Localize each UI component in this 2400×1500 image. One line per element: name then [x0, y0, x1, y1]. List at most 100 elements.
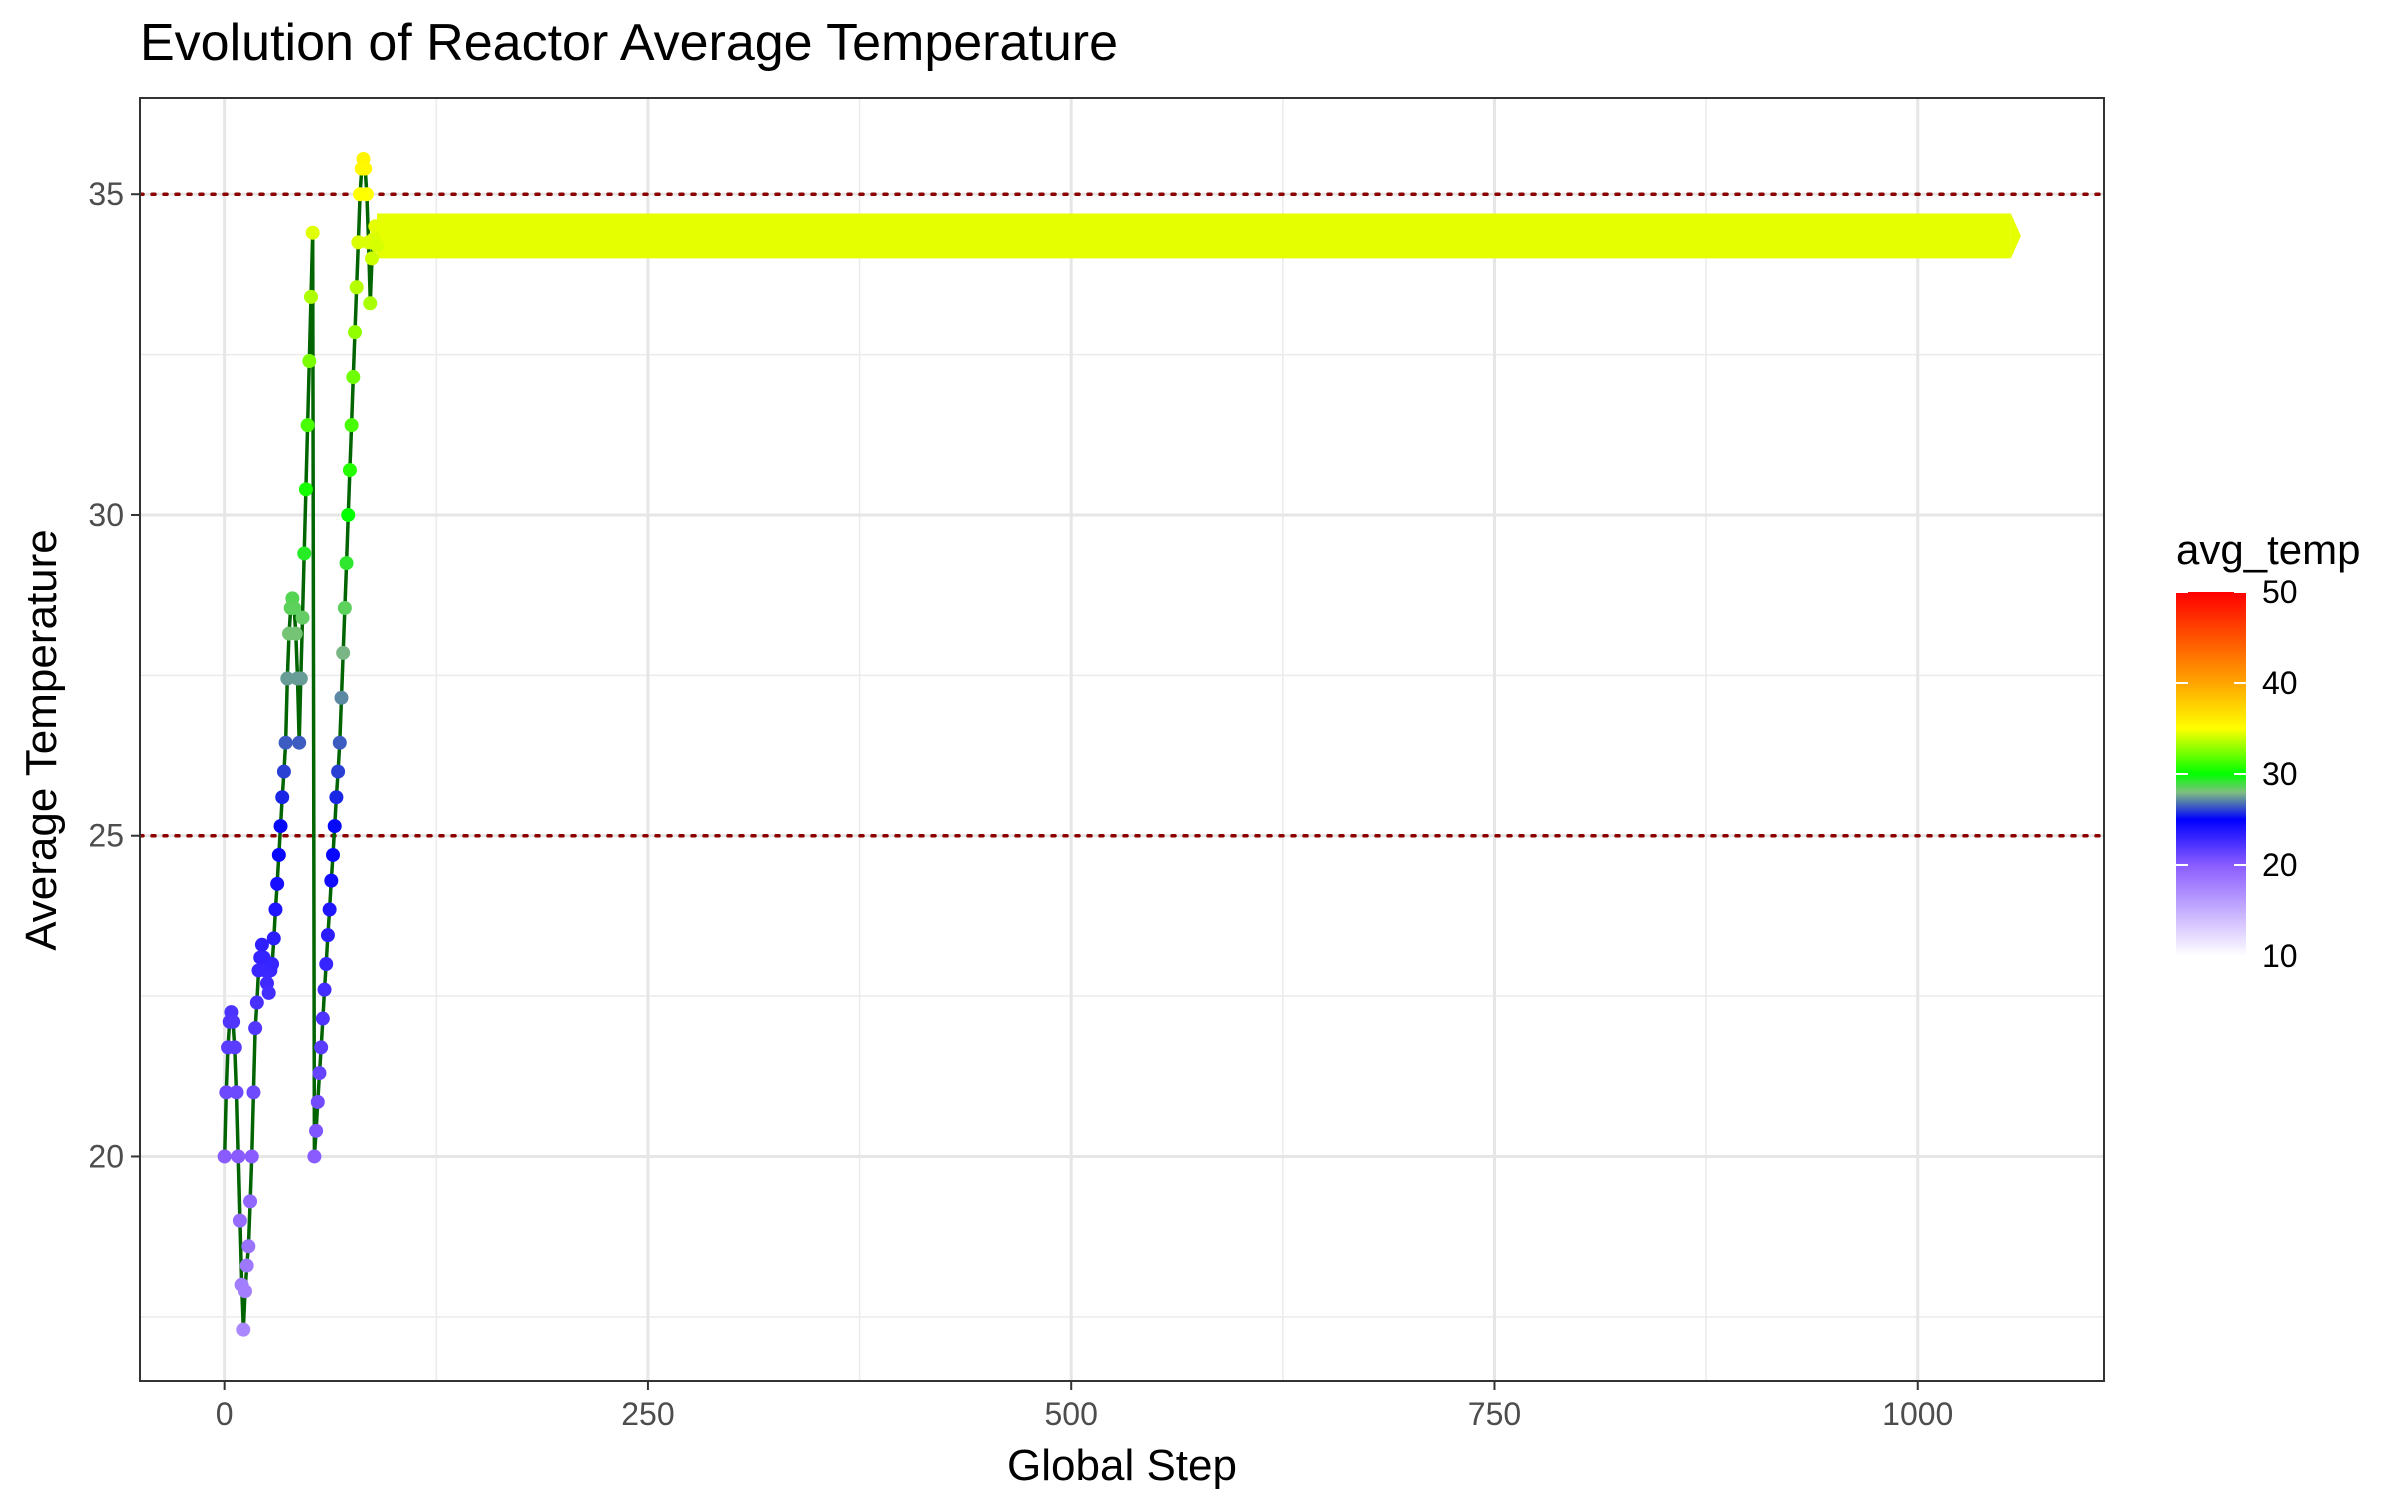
data-point-7 — [229, 1085, 244, 1100]
series-points — [217, 151, 385, 1337]
data-point-87 — [364, 251, 379, 266]
data-point-65 — [327, 819, 342, 834]
steady-state-band — [377, 213, 2021, 259]
data-point-15 — [243, 1194, 258, 1209]
legend-ticks: 10 20 30 40 50 — [2176, 574, 2298, 974]
data-point-50 — [302, 354, 317, 369]
steady-state-band-end — [2010, 213, 2021, 259]
data-point-77 — [348, 325, 363, 340]
data-point-8 — [231, 1149, 246, 1164]
x-tick-label-4: 1000 — [1882, 1396, 1953, 1432]
data-point-37 — [280, 671, 295, 686]
y-tick-label-2: 30 — [88, 497, 124, 533]
data-point-22 — [254, 937, 269, 952]
data-point-41 — [287, 600, 302, 615]
data-point-86 — [363, 296, 378, 311]
data-point-5 — [226, 1014, 241, 1029]
data-point-89 — [368, 219, 383, 234]
data-point-34 — [275, 790, 290, 805]
x-tick-label-0: 0 — [216, 1396, 234, 1432]
data-point-54 — [309, 1123, 324, 1138]
data-point-74 — [342, 463, 357, 478]
data-point-46 — [295, 610, 310, 625]
x-tick-label-1: 250 — [621, 1396, 674, 1432]
data-point-48 — [298, 482, 313, 497]
steady-state-band-fill — [377, 213, 2011, 259]
data-point-62 — [322, 902, 337, 917]
data-point-72 — [339, 556, 354, 571]
data-point-44 — [292, 735, 307, 750]
y-tick-label-1: 25 — [88, 818, 124, 854]
data-point-33 — [273, 819, 288, 834]
data-point-26 — [261, 985, 276, 1000]
data-point-69 — [334, 690, 349, 705]
x-axis-title: Global Step — [1007, 1441, 1237, 1490]
legend-label-3: 40 — [2262, 665, 2298, 701]
y-tick-label-3: 35 — [88, 176, 124, 212]
y-axis-ticks: 20 25 30 35 — [88, 176, 140, 1174]
y-tick-label-0: 20 — [88, 1138, 124, 1174]
plot-border — [139, 97, 2105, 1382]
plot-background — [140, 98, 2104, 1381]
y-axis-title: Average Temperature — [17, 529, 66, 951]
data-point-9 — [232, 1213, 247, 1228]
data-point-64 — [326, 847, 341, 862]
data-point-52 — [305, 225, 320, 240]
data-point-55 — [310, 1094, 325, 1109]
data-point-1 — [219, 1085, 234, 1100]
reference-lines — [140, 192, 2104, 838]
data-point-68 — [332, 735, 347, 750]
chart-title: Evolution of Reactor Average Temperature — [140, 14, 1118, 72]
data-point-47 — [297, 546, 312, 561]
data-point-28 — [265, 957, 280, 972]
data-point-76 — [346, 370, 361, 385]
data-point-56 — [312, 1066, 327, 1081]
data-point-29 — [266, 931, 281, 946]
data-point-59 — [317, 982, 332, 997]
data-point-83 — [358, 161, 373, 176]
data-point-35 — [276, 764, 291, 779]
data-point-31 — [270, 876, 285, 891]
data-point-75 — [344, 418, 359, 433]
data-point-6 — [227, 1040, 242, 1055]
data-point-61 — [320, 928, 335, 943]
data-point-32 — [271, 847, 286, 862]
data-point-84 — [359, 187, 374, 202]
data-point-90 — [370, 238, 385, 253]
x-tick-label-3: 750 — [1468, 1396, 1521, 1432]
data-point-30 — [268, 902, 283, 917]
legend-label-2: 30 — [2262, 756, 2298, 792]
data-point-58 — [315, 1011, 330, 1026]
x-tick-label-2: 500 — [1045, 1396, 1098, 1432]
data-point-53 — [307, 1149, 322, 1164]
data-point-42 — [288, 626, 303, 641]
data-point-51 — [304, 289, 319, 304]
data-point-57 — [314, 1040, 329, 1055]
data-point-63 — [324, 873, 339, 888]
data-point-14 — [241, 1239, 256, 1254]
legend-label-0: 10 — [2262, 938, 2298, 974]
data-point-16 — [244, 1149, 259, 1164]
data-point-17 — [246, 1085, 261, 1100]
data-point-18 — [248, 1021, 263, 1036]
data-point-73 — [341, 507, 356, 522]
legend-label-1: 20 — [2262, 847, 2298, 883]
data-point-0 — [217, 1149, 232, 1164]
data-point-66 — [329, 790, 344, 805]
data-point-12 — [237, 1284, 252, 1299]
data-point-67 — [331, 764, 346, 779]
x-axis-ticks: 0 250 500 750 1000 — [216, 1381, 1953, 1432]
data-point-78 — [349, 280, 364, 295]
legend-label-4: 50 — [2262, 574, 2298, 610]
data-point-13 — [239, 1258, 254, 1273]
data-point-71 — [337, 600, 352, 615]
legend-title: avg_temp — [2176, 526, 2360, 573]
data-point-49 — [300, 418, 315, 433]
data-point-45 — [293, 671, 308, 686]
data-point-70 — [336, 645, 351, 660]
data-point-60 — [319, 957, 334, 972]
data-point-19 — [249, 995, 264, 1010]
color-legend: avg_temp 10 20 30 40 50 — [2176, 526, 2360, 974]
grid-minor — [140, 98, 2104, 1381]
